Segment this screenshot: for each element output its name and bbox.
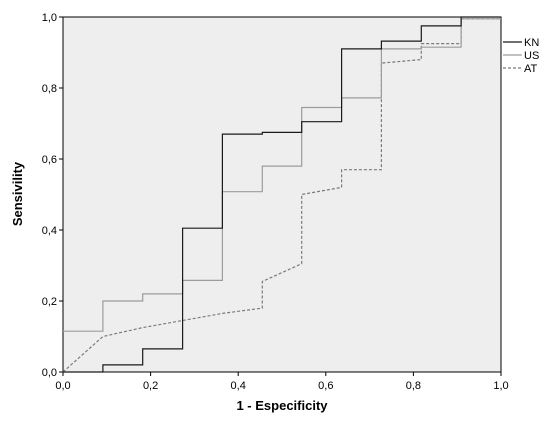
plot-area	[62, 16, 502, 373]
series-lines	[62, 16, 501, 373]
x-axis-title: 1 - Especificity	[236, 398, 328, 413]
legend-label-us: US	[524, 50, 539, 62]
y-tick-label: 0,4	[42, 225, 57, 237]
y-tick-label: 1,0	[42, 12, 57, 24]
y-tick-label: 0,6	[42, 154, 57, 166]
x-axis: 0,0 0,2 0,4 0,6 0,8 1,0	[55, 372, 509, 392]
y-axis-title: Sensivility	[10, 161, 25, 226]
x-tick-label: 0,8	[406, 380, 421, 392]
y-tick-label: 0,8	[42, 83, 57, 95]
x-tick-label: 0,4	[231, 380, 246, 392]
x-tick-label: 0,2	[143, 380, 158, 392]
x-tick-label: 1,0	[493, 380, 508, 392]
x-tick-label: 0,0	[55, 380, 70, 392]
series-line-us	[63, 18, 501, 332]
series-line-kn	[63, 16, 501, 373]
x-tick-label: 0,6	[318, 380, 333, 392]
y-tick-label: 0,0	[42, 367, 57, 379]
legend-label-at: AT	[524, 63, 538, 75]
y-tick-label: 0,2	[42, 296, 57, 308]
legend-label-kn: KN	[524, 37, 539, 49]
y-axis: 0,0 0,2 0,4 0,6 0,8 1,0	[42, 12, 63, 379]
series-line-at	[62, 18, 501, 373]
